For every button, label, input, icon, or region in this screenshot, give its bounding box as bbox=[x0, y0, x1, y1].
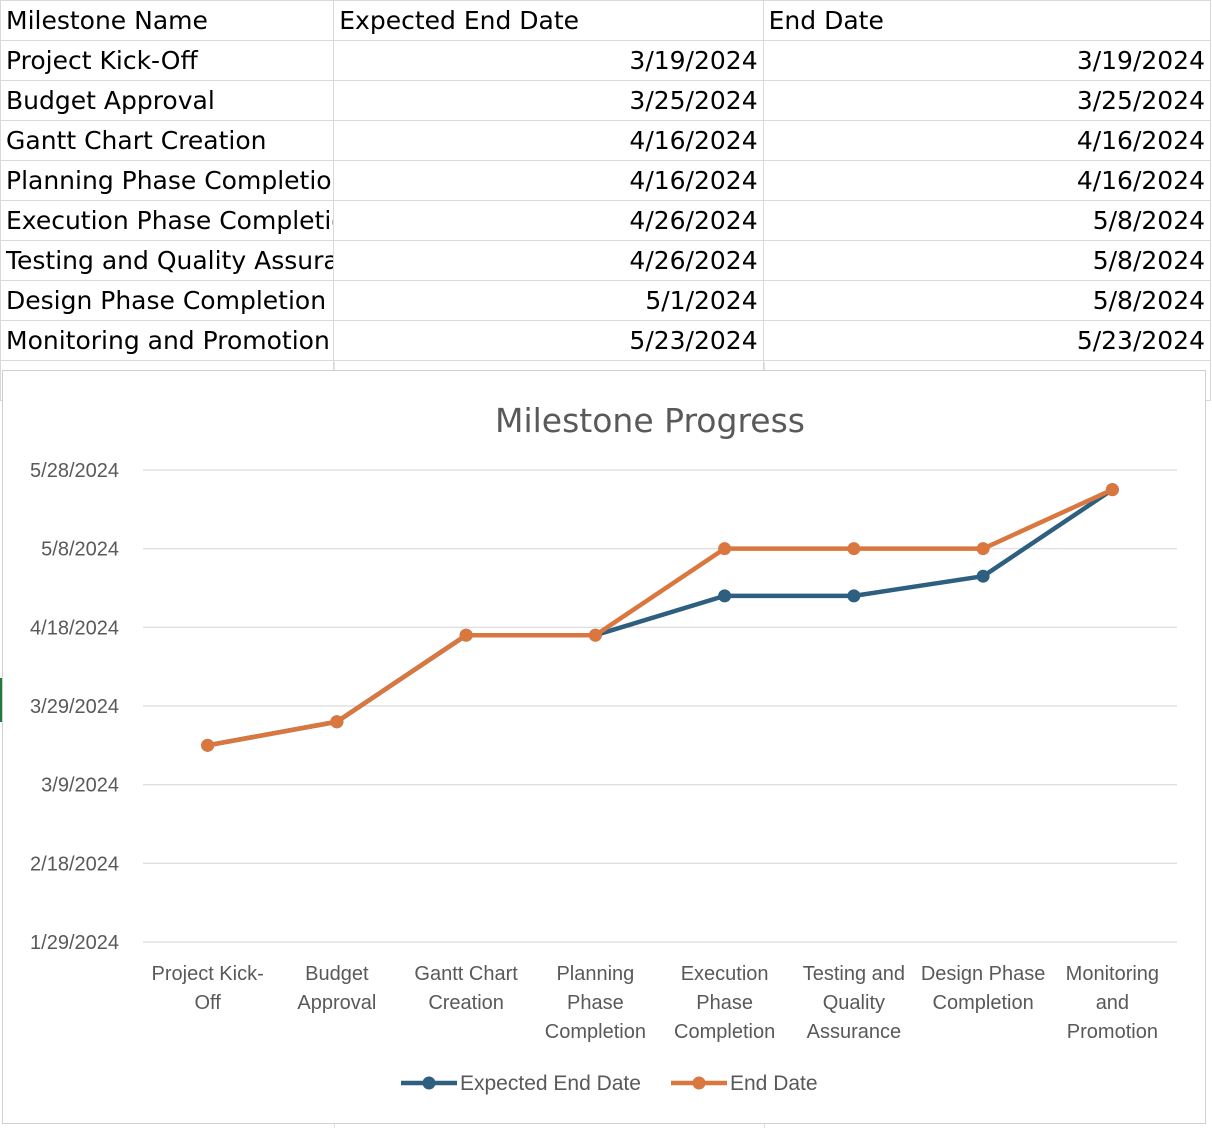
x-tick-label: Budget bbox=[305, 963, 369, 985]
expected-date-cell[interactable]: 4/26/2024 bbox=[333, 240, 764, 281]
legend-label: Expected End Date bbox=[460, 1072, 641, 1095]
y-tick-label: 2/18/2024 bbox=[30, 853, 119, 875]
data-point bbox=[459, 628, 473, 642]
table-row: Design Phase Completion 5/1/2024 5/8/2024 bbox=[0, 280, 1212, 321]
x-tick-label: Quality bbox=[823, 992, 885, 1014]
x-tick-label: Planning bbox=[556, 963, 634, 985]
y-tick-label: 3/29/2024 bbox=[30, 696, 119, 718]
milestone-table: Milestone Name Expected End Date End Date P… bbox=[0, 0, 1212, 401]
y-tick-label: 5/28/2024 bbox=[30, 460, 119, 482]
x-tick-label: Monitoring bbox=[1066, 963, 1159, 985]
end-date-cell[interactable]: 5/8/2024 bbox=[762, 240, 1212, 281]
milestone-name-cell[interactable]: Execution Phase Completion bbox=[0, 200, 335, 241]
expected-date-cell[interactable]: 5/1/2024 bbox=[333, 280, 764, 321]
x-tick-label: Gantt Chart bbox=[414, 963, 518, 985]
data-point bbox=[847, 589, 861, 603]
spreadsheet: Milestone Name Expected End Date End Date P… bbox=[0, 0, 1212, 401]
x-tick-label: Phase bbox=[696, 992, 753, 1014]
series-line-end-date bbox=[205, 487, 1115, 748]
x-tick-label: Design Phase bbox=[921, 963, 1046, 985]
milestone-name-cell[interactable]: Design Phase Completion bbox=[0, 280, 335, 321]
chart-title: Milestone Progress bbox=[495, 401, 805, 440]
header-cell[interactable]: Expected End Date bbox=[333, 0, 764, 41]
expected-date-cell[interactable]: 4/16/2024 bbox=[333, 120, 764, 161]
header-cell[interactable]: Milestone Name bbox=[0, 0, 335, 41]
x-tick-label: Creation bbox=[428, 992, 504, 1014]
table-row: Execution Phase Completion 4/26/2024 5/8/2… bbox=[0, 200, 1212, 241]
expected-date-cell[interactable]: 4/26/2024 bbox=[333, 200, 764, 241]
x-tick-label: Phase bbox=[567, 992, 624, 1014]
end-date-cell[interactable]: 5/8/2024 bbox=[762, 200, 1212, 241]
legend-marker bbox=[422, 1076, 436, 1090]
expected-date-cell[interactable]: 3/25/2024 bbox=[333, 80, 764, 121]
milestone-name-cell[interactable]: Gantt Chart Creation bbox=[0, 120, 335, 161]
data-point bbox=[976, 542, 990, 556]
table-row: Testing and Quality Assurance4/26/20245/… bbox=[0, 240, 1212, 281]
end-date-cell[interactable]: 5/23/2024 bbox=[762, 320, 1212, 361]
milestone-name-cell[interactable]: Testing and Quality Assurance bbox=[0, 240, 335, 281]
x-tick-label: Testing and bbox=[803, 963, 905, 985]
table-row: Monitoring and Promotion 5/23/2024 5/23/20… bbox=[0, 320, 1212, 361]
y-tick-label: 3/9/2024 bbox=[41, 775, 119, 797]
data-point bbox=[330, 715, 344, 729]
milestone-chart[interactable]: Milestone Progress 1/29/2024 2/18/2024 3/9… bbox=[2, 370, 1206, 1124]
end-date-cell[interactable]: 3/19/2024 bbox=[762, 40, 1212, 81]
end-date-cell[interactable]: 4/16/2024 bbox=[762, 120, 1212, 161]
data-point bbox=[718, 542, 732, 556]
x-tick-label: Project Kick- bbox=[152, 963, 264, 985]
legend-marker bbox=[692, 1076, 706, 1090]
milestone-name-cell[interactable]: Monitoring and Promotion bbox=[0, 320, 335, 361]
data-point bbox=[847, 542, 861, 556]
end-date-cell[interactable]: 3/25/2024 bbox=[762, 80, 1212, 121]
expected-date-cell[interactable]: 3/19/2024 bbox=[333, 40, 764, 81]
table-row: Planning Phase Completion 4/16/2024 4/16/2… bbox=[0, 160, 1212, 201]
row-selection-marker bbox=[0, 678, 2, 722]
x-tick-label: Off bbox=[194, 992, 221, 1014]
x-tick-label: Promotion bbox=[1067, 1021, 1158, 1043]
y-tick-label: 1/29/2024 bbox=[30, 932, 119, 954]
end-date-cell[interactable]: 4/16/2024 bbox=[762, 160, 1212, 201]
header-cell[interactable]: End Date bbox=[762, 0, 1212, 41]
series-line-expected-end-date bbox=[205, 487, 1115, 748]
x-tick-label: Execution bbox=[681, 963, 769, 985]
x-tick-label: Assurance bbox=[807, 1021, 902, 1043]
data-point bbox=[588, 628, 602, 642]
legend-label: End Date bbox=[730, 1072, 818, 1095]
x-tick-label: and bbox=[1096, 992, 1129, 1014]
data-point bbox=[976, 569, 990, 583]
data-point bbox=[718, 589, 732, 603]
milestone-name-cell[interactable]: Planning Phase Completion bbox=[0, 160, 335, 201]
milestone-name-cell[interactable]: Budget Approval bbox=[0, 80, 335, 121]
end-date-cell[interactable]: 5/8/2024 bbox=[762, 280, 1212, 321]
y-tick-label: 5/8/2024 bbox=[41, 539, 119, 561]
header-row: Milestone Name Expected End Date End Date bbox=[0, 0, 1212, 41]
x-tick-label: Completion bbox=[545, 1021, 646, 1043]
x-tick-label: Completion bbox=[933, 992, 1034, 1014]
expected-date-cell[interactable]: 4/16/2024 bbox=[333, 160, 764, 201]
x-tick-label: Completion bbox=[674, 1021, 775, 1043]
table-row: Project Kick-Off 3/19/2024 3/19/2024 bbox=[0, 40, 1212, 81]
expected-date-cell[interactable]: 5/23/2024 bbox=[333, 320, 764, 361]
data-point bbox=[1105, 483, 1119, 497]
data-point bbox=[201, 738, 215, 752]
y-tick-label: 4/18/2024 bbox=[30, 617, 119, 639]
chart-plot: 1/29/2024 2/18/2024 3/9/2024 3/29/2024 4/18/… bbox=[30, 460, 1177, 1095]
table-row: Budget Approval 3/25/2024 3/25/2024 bbox=[0, 80, 1212, 121]
milestone-name-cell[interactable]: Project Kick-Off bbox=[0, 40, 335, 81]
table-row: Gantt Chart Creation 4/16/2024 4/16/2024 bbox=[0, 120, 1212, 161]
x-tick-label: Approval bbox=[297, 992, 376, 1014]
